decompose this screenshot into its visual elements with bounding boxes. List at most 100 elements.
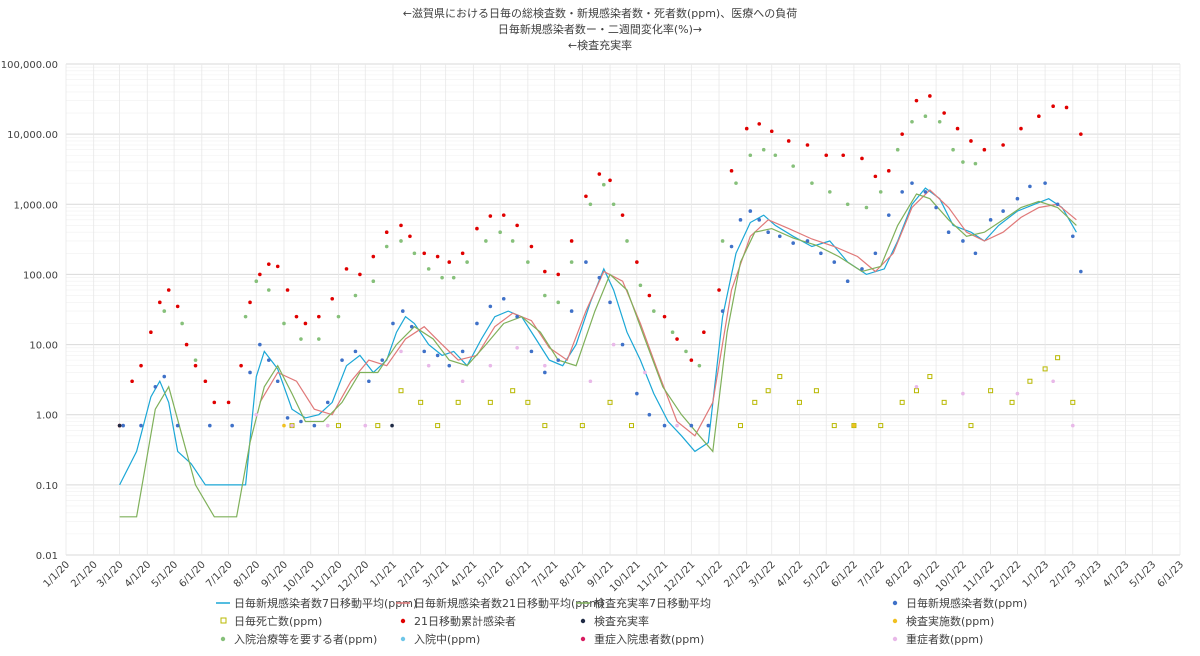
data-point xyxy=(193,358,198,362)
x-tick-label: 5/1/20 xyxy=(150,559,181,590)
data-point xyxy=(375,423,381,429)
data-point xyxy=(325,400,330,405)
series-1 xyxy=(259,189,1077,437)
data-point xyxy=(684,349,688,354)
y-axis: 0.01 0.10 1.00 10.00 100.00 1,000.00 10,000.00… xyxy=(1,60,58,562)
data-point xyxy=(510,388,516,394)
data-point xyxy=(543,370,547,375)
data-point xyxy=(941,399,947,405)
data-point xyxy=(488,363,493,368)
x-tick-label: 3/1/21 xyxy=(421,559,452,590)
data-point xyxy=(895,147,900,152)
data-point xyxy=(608,300,612,305)
data-point xyxy=(412,251,417,256)
data-point xyxy=(180,321,184,326)
data-point xyxy=(488,304,493,309)
data-point xyxy=(569,260,574,264)
data-point xyxy=(384,230,389,234)
data-point xyxy=(864,205,869,210)
data-point xyxy=(543,269,547,274)
legend-item: 21日移動累計感染者 xyxy=(400,614,516,628)
data-point xyxy=(230,423,234,428)
data-point xyxy=(927,374,933,380)
x-tick-label: 2/1/22 xyxy=(722,559,753,590)
y-tick-label: 0.01 xyxy=(36,551,58,562)
data-point xyxy=(1055,355,1061,361)
series-3 xyxy=(121,181,1083,428)
data-point xyxy=(729,169,734,173)
data-point xyxy=(878,190,883,194)
data-point xyxy=(886,169,891,173)
data-point xyxy=(579,423,585,429)
data-point xyxy=(371,279,376,284)
data-point xyxy=(961,239,965,243)
data-point xyxy=(899,399,905,405)
data-point xyxy=(628,423,634,429)
data-point xyxy=(988,218,993,222)
legend-item: 重症入院患者数(ppm) xyxy=(580,632,704,646)
x-axis: 1/1/202/1/203/1/204/1/205/1/206/1/207/1/… xyxy=(42,559,1187,594)
x-tick-label: 4/1/20 xyxy=(123,559,154,590)
data-point xyxy=(748,153,753,158)
series-5 xyxy=(117,94,1083,428)
data-point xyxy=(371,254,376,259)
data-point xyxy=(597,172,602,176)
data-point xyxy=(400,309,405,313)
data-point xyxy=(515,223,519,228)
data-point xyxy=(363,423,368,428)
legend-label: 検査充実率 xyxy=(594,614,649,628)
data-point xyxy=(1042,366,1048,372)
data-point xyxy=(1019,126,1023,131)
data-point xyxy=(845,202,850,207)
data-point xyxy=(697,363,702,368)
legend-item: 入院中(ppm) xyxy=(400,632,480,646)
data-point xyxy=(923,190,928,194)
legend-swatch xyxy=(400,618,406,624)
data-point xyxy=(643,370,647,375)
data-point xyxy=(611,202,616,207)
data-point xyxy=(488,214,493,218)
data-point xyxy=(380,358,385,362)
data-point xyxy=(258,272,262,277)
data-point xyxy=(1055,202,1060,207)
y-tick-label: 100,000.00 xyxy=(1,60,58,71)
x-tick-label: 3/1/20 xyxy=(95,559,126,590)
data-point xyxy=(149,330,153,335)
data-point xyxy=(752,399,758,405)
data-point xyxy=(340,358,344,362)
x-tick-label: 2/1/23 xyxy=(1048,559,1079,590)
x-tick-label: 6/1/20 xyxy=(177,559,208,590)
x-tick-label: 1/1/23 xyxy=(1021,559,1052,590)
x-tick-label: 4/1/21 xyxy=(449,559,480,590)
data-point xyxy=(367,379,371,384)
data-point xyxy=(860,156,864,161)
data-point xyxy=(757,218,762,222)
data-point xyxy=(910,181,914,185)
data-point xyxy=(266,358,271,362)
data-point xyxy=(451,275,456,280)
data-point xyxy=(1001,209,1005,213)
data-point xyxy=(620,342,625,347)
legend-label: 21日移動累計感染者 xyxy=(414,614,516,628)
data-point xyxy=(720,309,725,313)
data-point xyxy=(813,388,819,394)
data-point xyxy=(791,164,795,168)
data-point xyxy=(239,363,243,368)
data-point xyxy=(266,262,271,266)
series-0 xyxy=(119,187,1077,486)
y-tick-label: 1,000.00 xyxy=(13,200,58,211)
chart-title-line-2: 日毎新規感染者数ー・二週間変化率(%)→ xyxy=(498,22,702,36)
data-point xyxy=(184,342,189,347)
data-point xyxy=(675,337,679,341)
x-tick-label: 6/1/23 xyxy=(1156,559,1187,590)
data-point xyxy=(422,251,427,256)
data-point xyxy=(484,239,488,243)
data-point xyxy=(399,349,403,354)
chart-title-line-3: ←検査充実率 xyxy=(568,38,632,52)
data-point xyxy=(569,239,574,243)
data-point xyxy=(647,293,652,298)
chart-title: ←滋賀県における日毎の総検査数・新規感染者数・死者数(ppm)、医療への負荷 日… xyxy=(403,6,797,52)
x-tick-label: 8/1/22 xyxy=(884,559,915,590)
data-point xyxy=(290,423,294,428)
